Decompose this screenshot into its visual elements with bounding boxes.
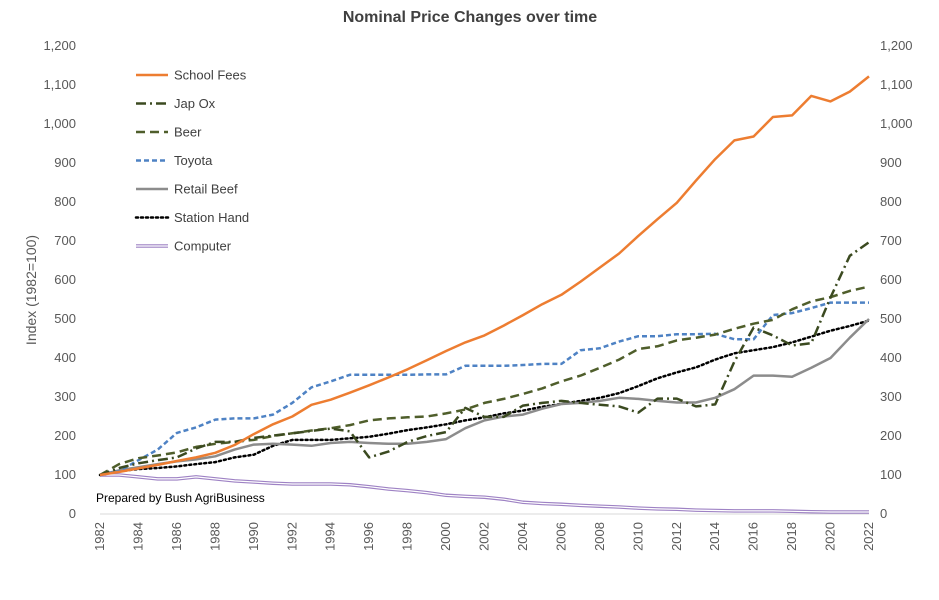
- x-tick-label: 1984: [130, 522, 145, 551]
- x-tick-label: 2012: [669, 522, 684, 551]
- x-tick-label: 2006: [553, 522, 568, 551]
- series-retail-beef: [99, 318, 870, 477]
- y-tick-label-right: 1,100: [880, 77, 913, 92]
- series-lines: [98, 75, 871, 514]
- series-beer: [99, 285, 870, 477]
- series-line: [99, 301, 869, 477]
- legend-label: Station Hand: [174, 210, 249, 225]
- x-tick-label: 1998: [400, 522, 415, 551]
- legend-item: Computer: [136, 239, 232, 254]
- y-tick-label-left: 600: [54, 272, 76, 287]
- y-tick-label-right: 700: [880, 233, 902, 248]
- y-tick-label-left: 700: [54, 233, 76, 248]
- legend-item: Toyota: [136, 153, 213, 168]
- x-tick-label: 2000: [438, 522, 453, 551]
- legend-item: School Fees: [136, 68, 247, 83]
- y-tick-label-right: 600: [880, 272, 902, 287]
- legend-label: Retail Beef: [174, 182, 238, 197]
- series-line: [99, 241, 870, 477]
- y-tick-label-left: 200: [54, 428, 76, 443]
- y-tick-label-left: 1,200: [43, 38, 76, 53]
- y-tick-label-right: 400: [880, 350, 902, 365]
- y-tick-label-right: 1,200: [880, 38, 913, 53]
- legend-item: Beer: [136, 125, 202, 140]
- x-tick-label: 1988: [207, 522, 222, 551]
- series-line-inner: [100, 474, 869, 513]
- y-tick-label-right: 500: [880, 311, 902, 326]
- x-tick-label: 1986: [169, 522, 184, 551]
- y-tick-label-right: 800: [880, 194, 902, 209]
- legend-label: School Fees: [174, 68, 247, 83]
- chart-title: Nominal Price Changes over time: [343, 9, 597, 26]
- y-tick-label-left: 800: [54, 194, 76, 209]
- series-line: [99, 318, 870, 477]
- x-tick-label: 1992: [284, 522, 299, 551]
- series-line: [99, 75, 870, 477]
- legend-item: Jap Ox: [136, 96, 216, 111]
- y-tick-label-right: 900: [880, 155, 902, 170]
- series-line: [99, 285, 870, 477]
- y-tick-label-right: 0: [880, 506, 887, 521]
- legend-label: Beer: [174, 125, 202, 140]
- legend: School Fees Jap Ox Beer Toyota Retail Beef St…: [134, 68, 249, 254]
- series-jap-ox: [99, 241, 870, 477]
- y-tick-label-right: 300: [880, 389, 902, 404]
- x-tick-label: 2010: [630, 522, 645, 551]
- y-tick-label-left: 1,000: [43, 116, 76, 131]
- y-tick-label-left: 1,100: [43, 77, 76, 92]
- y-tick-label-left: 0: [69, 506, 76, 521]
- y-tick-label-right: 1,000: [880, 116, 913, 131]
- x-tick-label: 2008: [592, 522, 607, 551]
- x-tick-label: 2018: [784, 522, 799, 551]
- axes: 0 0 100 100 200 200 300 300 400 400 500 500 600 600 70…: [43, 38, 912, 551]
- x-tick-label: 1996: [361, 522, 376, 551]
- legend-label: Jap Ox: [174, 96, 216, 111]
- x-tick-label: 2014: [707, 522, 722, 551]
- legend-item: Station Hand: [134, 210, 249, 225]
- y-tick-label-left: 900: [54, 155, 76, 170]
- y-tick-label-left: 300: [54, 389, 76, 404]
- legend-item: Retail Beef: [136, 182, 238, 197]
- x-tick-label: 1994: [323, 522, 338, 551]
- y-tick-label-right: 200: [880, 428, 902, 443]
- x-tick-label: 2020: [823, 522, 838, 551]
- y-axis-title: Index (1982=100): [23, 235, 39, 345]
- series-computer: [100, 473, 869, 514]
- y-tick-label-left: 500: [54, 311, 76, 326]
- x-tick-label: 2004: [515, 522, 530, 551]
- y-tick-label-left: 100: [54, 467, 76, 482]
- y-tick-label-left: 400: [54, 350, 76, 365]
- x-tick-label: 2016: [746, 522, 761, 551]
- legend-label: Computer: [174, 239, 232, 254]
- source-annotation: Prepared by Bush AgriBusiness: [96, 491, 265, 505]
- series-toyota: [99, 301, 869, 477]
- x-tick-label: 1990: [246, 522, 261, 551]
- y-tick-label-right: 100: [880, 467, 902, 482]
- x-tick-label: 2022: [861, 522, 876, 551]
- legend-label: Toyota: [174, 153, 213, 168]
- x-tick-label: 1982: [92, 522, 107, 551]
- series-school-fees: [99, 75, 870, 477]
- x-tick-label: 2002: [477, 522, 492, 551]
